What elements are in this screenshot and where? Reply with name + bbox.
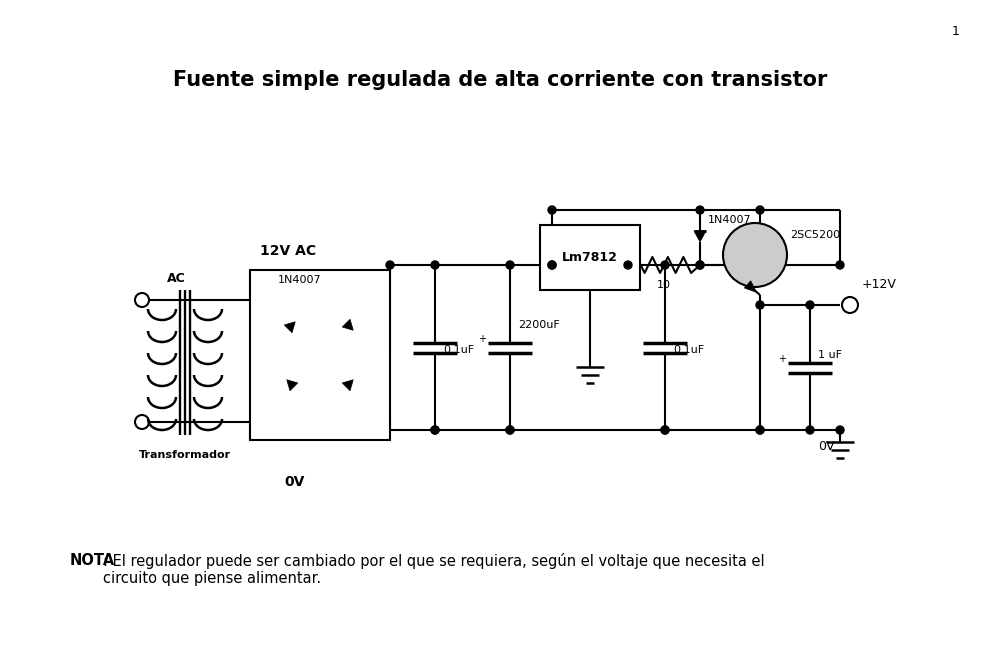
Circle shape (806, 426, 814, 434)
Polygon shape (694, 231, 706, 242)
Circle shape (506, 426, 514, 434)
Bar (250, 270, 390, 440)
Circle shape (696, 261, 704, 269)
Text: 1: 1 (952, 25, 960, 38)
Circle shape (756, 426, 764, 434)
Text: 1N4007: 1N4007 (278, 275, 322, 285)
Circle shape (506, 261, 514, 269)
Text: 10: 10 (657, 280, 671, 290)
Polygon shape (284, 322, 295, 333)
Circle shape (506, 426, 514, 434)
Circle shape (661, 426, 669, 434)
Circle shape (723, 223, 787, 287)
Polygon shape (287, 380, 298, 391)
Circle shape (548, 261, 556, 269)
Circle shape (696, 206, 704, 214)
Text: +12V: +12V (862, 279, 897, 292)
Circle shape (836, 261, 844, 269)
Text: 2200uF: 2200uF (518, 320, 560, 330)
Text: NOTA: NOTA (70, 553, 115, 568)
Text: Lm7812: Lm7812 (562, 251, 618, 264)
Circle shape (756, 301, 764, 309)
Circle shape (806, 301, 814, 309)
Text: +: + (778, 353, 786, 364)
Circle shape (696, 261, 704, 269)
Text: 1 uF: 1 uF (818, 350, 842, 360)
Polygon shape (342, 380, 353, 391)
Circle shape (548, 206, 556, 214)
Text: : El regulador puede ser cambiado por el que se requiera, según el voltaje que n: : El regulador puede ser cambiado por el… (103, 553, 765, 586)
Circle shape (431, 426, 439, 434)
Circle shape (386, 261, 394, 269)
Circle shape (431, 426, 439, 434)
Text: Transformador: Transformador (139, 450, 231, 460)
Text: 0V: 0V (285, 475, 305, 489)
Circle shape (661, 426, 669, 434)
Text: 0V: 0V (818, 440, 835, 453)
Circle shape (661, 261, 669, 269)
Text: 0.1uF: 0.1uF (443, 345, 474, 355)
Circle shape (756, 426, 764, 434)
Polygon shape (744, 281, 757, 292)
Text: Fuente simple regulada de alta corriente con transistor: Fuente simple regulada de alta corriente… (173, 70, 827, 90)
Text: 0.1uF: 0.1uF (673, 345, 704, 355)
Circle shape (756, 206, 764, 214)
Circle shape (548, 261, 556, 269)
Circle shape (624, 261, 632, 269)
Text: AC: AC (167, 272, 185, 285)
Circle shape (431, 261, 439, 269)
Polygon shape (342, 319, 353, 330)
Text: 1N4007: 1N4007 (708, 215, 752, 225)
Text: +: + (478, 333, 486, 344)
Text: 12V AC: 12V AC (260, 244, 316, 258)
Circle shape (836, 426, 844, 434)
Text: 2SC5200: 2SC5200 (790, 230, 840, 240)
Bar (540, 225, 640, 290)
